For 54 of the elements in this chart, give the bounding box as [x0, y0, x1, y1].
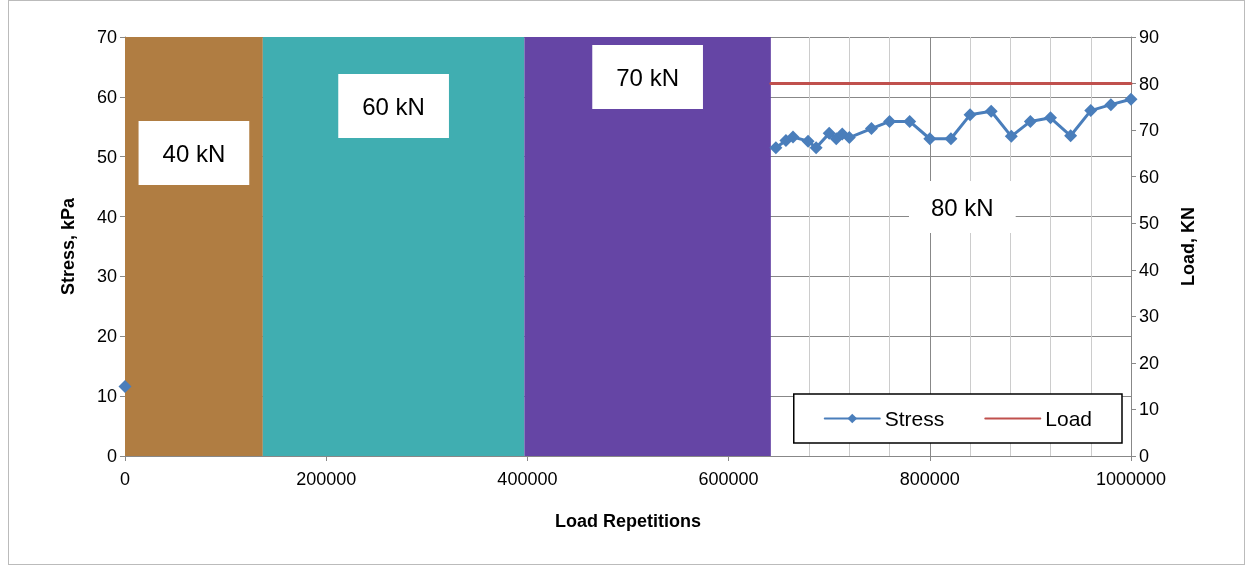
y2-tick-label: 30 — [1139, 306, 1160, 327]
y-tick-label: 0 — [106, 446, 117, 466]
y-tick-label: 70 — [96, 27, 117, 47]
point — [786, 130, 800, 144]
x-axis-title: Load Repetitions — [554, 511, 702, 531]
y2-tick-label: 60 — [1139, 166, 1160, 187]
point — [1023, 114, 1037, 128]
y2-tick-label: 90 — [1139, 27, 1160, 47]
band-label: 60 kN — [362, 92, 425, 120]
point — [963, 108, 977, 122]
point — [801, 134, 815, 148]
point — [923, 132, 937, 146]
band-label: 40 kN — [162, 139, 226, 167]
band-label: 70 kN — [616, 63, 679, 91]
x-tick-label: 200000 — [296, 469, 357, 489]
y-tick-label: 50 — [96, 146, 117, 167]
x-tick-label: 1000000 — [1095, 469, 1167, 489]
y2-tick-label: 20 — [1139, 352, 1160, 373]
y-axis-title: Stress, kPa — [58, 196, 78, 296]
point — [118, 380, 132, 394]
point — [769, 141, 783, 155]
y-tick-label: 60 — [96, 86, 117, 107]
point — [1004, 129, 1018, 143]
legend-label: Load — [1045, 407, 1092, 430]
point — [822, 126, 836, 140]
point — [883, 114, 897, 128]
x-tick-label: 600000 — [698, 469, 759, 489]
y2-tick-label: 80 — [1139, 73, 1160, 94]
x-tick-label: 400000 — [497, 469, 558, 489]
y2-tick-label: 70 — [1139, 120, 1160, 141]
point — [1084, 104, 1098, 118]
y2-tick-label: 10 — [1139, 399, 1160, 420]
point — [1104, 98, 1118, 112]
point — [903, 114, 917, 128]
legend-label: Stress — [884, 407, 945, 430]
y-tick-label: 40 — [96, 206, 117, 227]
y-tick-label: 30 — [96, 266, 117, 287]
point — [1044, 111, 1058, 125]
point — [1124, 92, 1138, 106]
point — [1064, 129, 1078, 143]
y2-axis-title: Load, KN — [1178, 207, 1198, 286]
y2-tick-label: 0 — [1139, 446, 1150, 466]
y-tick-label: 10 — [96, 386, 117, 407]
point — [984, 104, 998, 118]
point — [809, 141, 823, 155]
x-tick-label: 0 — [119, 469, 131, 489]
y2-tick-label: 50 — [1139, 213, 1160, 234]
point — [944, 132, 958, 146]
annotation: 80 kN — [931, 193, 994, 221]
y2-tick-label: 40 — [1139, 259, 1160, 280]
x-tick-label: 800000 — [899, 469, 960, 489]
point — [864, 122, 878, 136]
y-tick-label: 20 — [96, 326, 117, 347]
point — [842, 131, 856, 145]
